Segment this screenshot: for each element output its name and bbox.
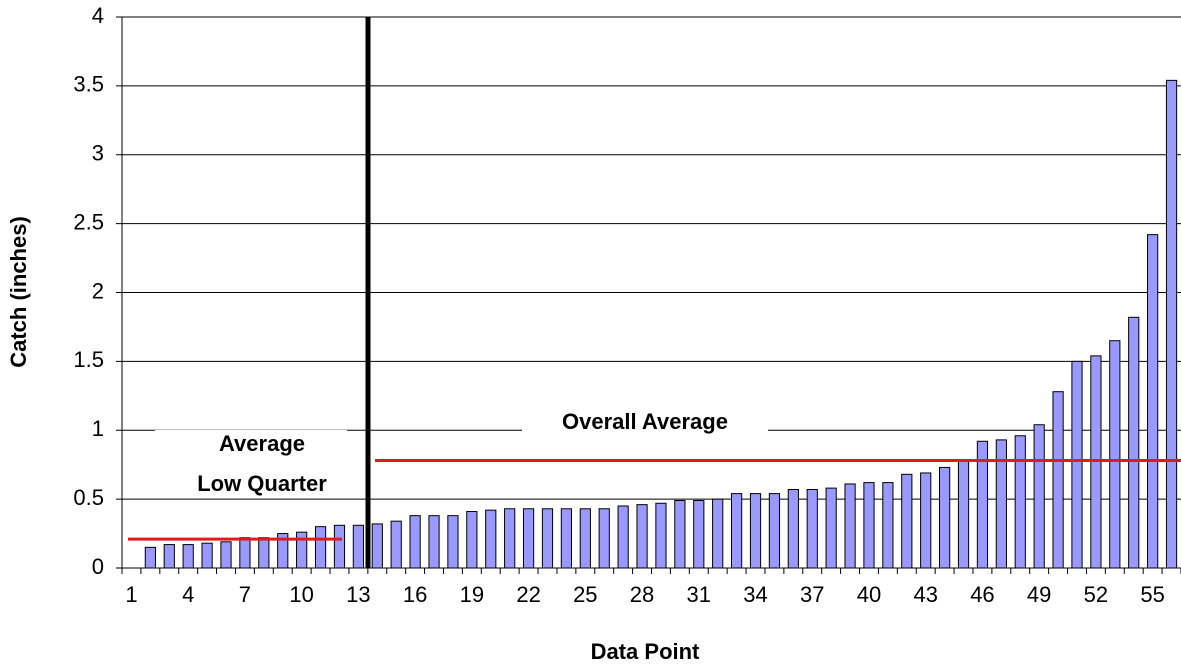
bar: [768, 493, 781, 569]
y-tick-label: 0: [92, 554, 104, 579]
bar: [333, 524, 346, 569]
bar: [144, 546, 156, 569]
bar: [939, 466, 951, 569]
y-tick-label: 1.5: [73, 347, 104, 372]
y-tick-label: 3: [92, 141, 104, 166]
y-tick-label: 3.5: [73, 72, 104, 97]
bar: [541, 508, 554, 569]
bar: [163, 544, 175, 569]
x-tick-label: 1: [125, 582, 137, 607]
x-tick-label: 49: [1027, 582, 1051, 607]
bar: [1071, 360, 1083, 569]
x-tick-label: 43: [913, 582, 937, 607]
bar: [636, 504, 648, 569]
bar: [182, 544, 194, 569]
bar: [901, 473, 913, 569]
reference-label: Average: [219, 431, 305, 456]
x-tick-label: 55: [1140, 582, 1164, 607]
bar: [579, 508, 591, 569]
bar: [220, 541, 232, 569]
x-tick-label: 13: [346, 582, 370, 607]
bar: [1033, 424, 1045, 569]
bar: [844, 483, 856, 569]
x-tick-label: 37: [800, 582, 824, 607]
bar: [787, 488, 799, 569]
x-tick-label: 46: [970, 582, 994, 607]
x-tick-label: 16: [403, 582, 427, 607]
x-tick-label: 34: [743, 582, 767, 607]
bar: [1014, 435, 1026, 569]
bar: [749, 493, 762, 569]
reference-label: Low Quarter: [197, 471, 327, 496]
y-tick-label: 0.5: [73, 485, 104, 510]
bar: [1128, 316, 1140, 569]
reference-label: Overall Average: [562, 409, 728, 434]
x-tick-label: 28: [630, 582, 654, 607]
bar: [712, 498, 724, 569]
bar: [352, 524, 364, 569]
label-box: [522, 408, 768, 436]
y-axis-title: Catch (inches): [6, 216, 31, 368]
x-tick-label: 31: [687, 582, 711, 607]
bar: [863, 482, 875, 569]
bar: [466, 511, 478, 569]
x-tick-label: 10: [289, 582, 313, 607]
bar: [1052, 391, 1064, 569]
bar: [957, 460, 970, 569]
x-tick-label: 52: [1084, 582, 1108, 607]
y-tick-label: 2.5: [73, 209, 104, 234]
bar: [655, 502, 667, 569]
bar: [560, 508, 573, 569]
bar: [409, 515, 421, 569]
bar: [882, 482, 894, 569]
bar: [825, 487, 837, 569]
bar: [239, 537, 251, 569]
bar: [447, 515, 459, 569]
bar: [201, 542, 213, 569]
bar: [693, 500, 705, 569]
y-tick-label: 2: [92, 278, 104, 303]
y-tick-label: 1: [92, 416, 104, 441]
x-tick-label: 7: [239, 582, 251, 607]
bar: [674, 500, 686, 569]
bar: [314, 526, 327, 569]
x-axis-title: Data Point: [591, 639, 700, 664]
bar: [1147, 234, 1159, 569]
bar: [371, 523, 383, 569]
x-tick-label: 40: [857, 582, 881, 607]
bar: [1109, 340, 1121, 569]
bar: [390, 520, 402, 569]
bar: [806, 488, 818, 569]
bar: [428, 515, 440, 569]
x-tick-label: 22: [516, 582, 540, 607]
bar: [730, 493, 743, 569]
x-tick-label: 19: [460, 582, 484, 607]
y-tick-label: 4: [92, 3, 104, 28]
bar: [522, 508, 535, 569]
label-box: [155, 430, 347, 498]
x-tick-label: 4: [182, 582, 194, 607]
bar: [617, 505, 629, 569]
bar: [485, 509, 497, 569]
bar: [504, 508, 516, 569]
bar: [920, 472, 932, 569]
bar: [296, 531, 308, 569]
x-tick-label: 25: [573, 582, 597, 607]
bar: [258, 537, 270, 569]
bar: [1165, 79, 1178, 569]
bar: [598, 508, 610, 569]
